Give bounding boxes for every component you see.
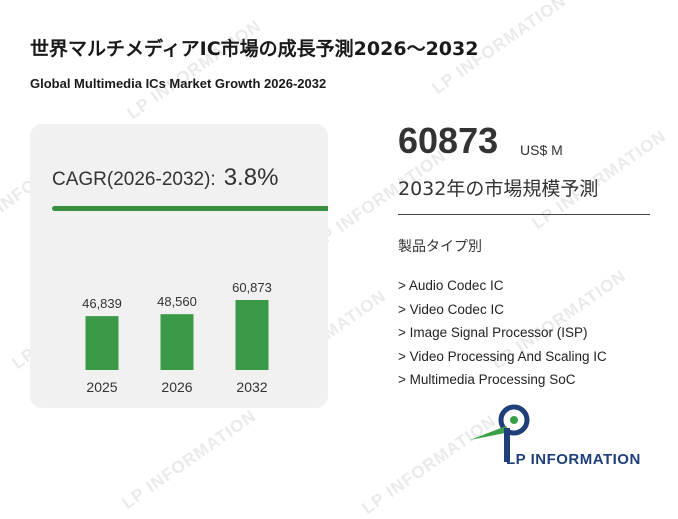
data-label: 46,839 <box>82 296 122 311</box>
logo-text: LP INFORMATION <box>506 451 641 468</box>
segment-item: > Multimedia Processing SoC <box>398 372 576 387</box>
segment-item: > Video Codec IC <box>398 301 504 317</box>
watermark: LP INFORMATION <box>118 406 260 513</box>
forecast-value: 60873 <box>398 120 499 161</box>
watermark: LP INFORMATION <box>123 16 265 123</box>
cagr-accent-line <box>52 206 328 211</box>
page-title: 世界マルチメディアIC市場の成長予測2026～2032 <box>30 38 479 60</box>
segment-list: > Audio Codec IC > Video Codec IC > Imag… <box>398 278 607 396</box>
x-tick-label: 2026 <box>161 379 192 395</box>
cagr-label: CAGR(2026-2032): <box>52 169 216 190</box>
segment-title: 製品タイプ別 <box>398 239 482 255</box>
data-label: 60,873 <box>232 280 272 295</box>
page-subtitle: Global Multimedia ICs Market Growth 2026… <box>30 76 327 91</box>
bar-2026 <box>160 314 194 370</box>
segment-item: > Audio Codec IC <box>398 278 504 293</box>
bar-2032 <box>235 300 269 370</box>
cagr-text: CAGR(2026-2032): 3.8% <box>52 164 278 192</box>
chart-panel: CAGR(2026-2032): 3.8% 46,839 2025 48,560 202… <box>30 124 328 408</box>
x-tick-label: 2032 <box>236 379 267 395</box>
bar-chart: 46,839 2025 48,560 2026 60,873 2032 <box>82 280 272 395</box>
segment-item: > Video Processing And Scaling IC <box>398 348 607 364</box>
x-tick-label: 2025 <box>86 379 117 395</box>
logo-mark-icon <box>470 404 530 468</box>
forecast-unit: US$ M <box>520 142 563 158</box>
segment-item: > Image Signal Processor (ISP) <box>398 325 588 340</box>
cagr-value: 3.8% <box>223 164 279 191</box>
company-logo: LP INFORMATION <box>466 402 656 476</box>
forecast-label: 2032年の市場規模予測 <box>398 178 599 200</box>
data-label: 48,560 <box>157 294 197 309</box>
bar-2025 <box>85 316 119 370</box>
divider <box>398 214 650 215</box>
